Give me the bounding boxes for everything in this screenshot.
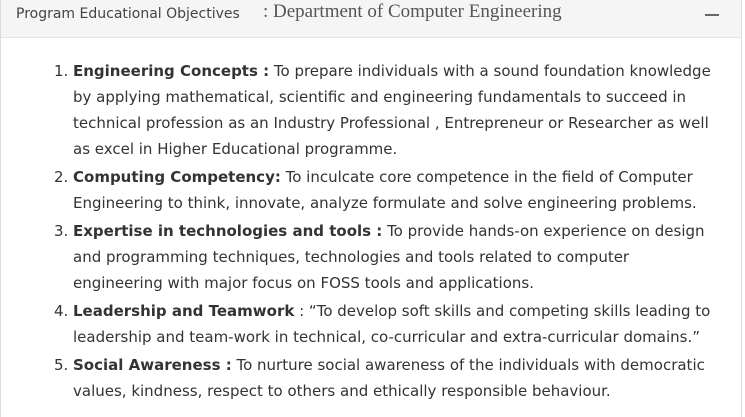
minus-icon bbox=[705, 14, 719, 16]
objective-title: Computing Competency: bbox=[73, 168, 281, 186]
collapse-button[interactable] bbox=[699, 6, 725, 26]
objective-number: 5. bbox=[54, 356, 69, 374]
objective-title: Engineering Concepts : bbox=[73, 62, 270, 80]
panel-title: Program Educational Objectives bbox=[16, 6, 240, 22]
objective-item: 5. Social Awareness : To nurture social … bbox=[1, 352, 741, 404]
objective-item: 4. Leadership and Teamwork : “To develop… bbox=[1, 298, 741, 350]
objective-title: Expertise in technologies and tools : bbox=[73, 222, 383, 240]
objective-text: To provide hands-on experience on design… bbox=[73, 222, 705, 292]
objective-number: 1. bbox=[54, 62, 69, 80]
objective-item: 1. Engineering Concepts : To prepare ind… bbox=[1, 58, 741, 162]
objective-item: 2. Computing Competency: To inculcate co… bbox=[1, 164, 741, 216]
objective-text: To prepare individuals with a sound foun… bbox=[73, 62, 711, 158]
objective-title: Leadership and Teamwork bbox=[73, 302, 295, 320]
title-separator: : bbox=[263, 1, 269, 22]
objective-number: 4. bbox=[54, 302, 69, 320]
department-name: Department of Computer Engineering bbox=[273, 1, 562, 22]
objectives-list: 1. Engineering Concepts : To prepare ind… bbox=[1, 58, 741, 406]
objective-number: 2. bbox=[54, 168, 69, 186]
objective-number: 3. bbox=[54, 222, 69, 240]
objective-text: To inculcate core competence in the fiel… bbox=[73, 168, 697, 212]
objective-text: To nurture social awareness of the indiv… bbox=[73, 356, 705, 400]
objective-item: 3. Expertise in technologies and tools :… bbox=[1, 218, 741, 296]
objective-text: : “To develop soft skills and competing … bbox=[73, 302, 711, 346]
objective-title: Social Awareness : bbox=[73, 356, 232, 374]
panel-header[interactable]: Program Educational Objectives : Departm… bbox=[1, 0, 741, 38]
